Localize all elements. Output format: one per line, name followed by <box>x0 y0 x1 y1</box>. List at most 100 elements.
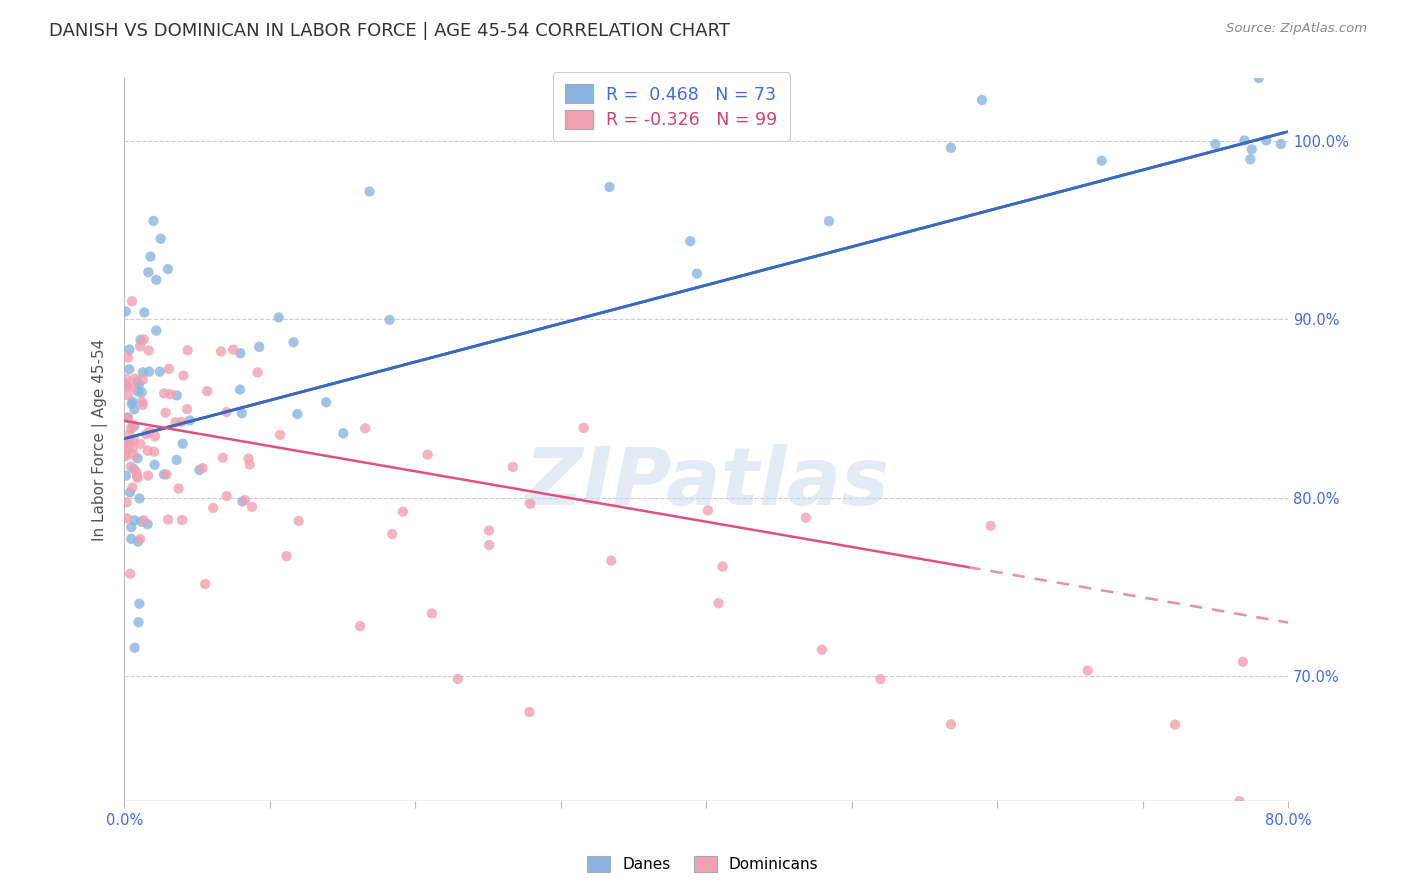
Point <box>711 559 734 574</box>
Point <box>121 480 143 494</box>
Point <box>153 386 176 401</box>
Point <box>478 538 501 552</box>
Point <box>478 524 501 538</box>
Point <box>240 500 263 514</box>
Point <box>153 467 176 482</box>
Point <box>1204 137 1226 152</box>
Point <box>118 427 141 442</box>
Point <box>145 324 167 338</box>
Point <box>167 482 190 496</box>
Point <box>1247 70 1270 85</box>
Point <box>381 527 404 541</box>
Point <box>233 493 256 508</box>
Point <box>188 463 211 477</box>
Point <box>122 448 145 462</box>
Point <box>136 517 159 532</box>
Point <box>378 313 401 327</box>
Point <box>939 717 962 731</box>
Point <box>129 339 152 353</box>
Point <box>136 468 159 483</box>
Point <box>128 597 150 611</box>
Point <box>138 365 160 379</box>
Point <box>129 437 152 451</box>
Point <box>1233 134 1256 148</box>
Point <box>231 494 253 508</box>
Point <box>179 413 201 427</box>
Point <box>122 419 145 434</box>
Point <box>149 365 172 379</box>
Text: Source: ZipAtlas.com: Source: ZipAtlas.com <box>1226 22 1367 36</box>
Point <box>114 435 136 450</box>
Point <box>131 394 153 409</box>
Point <box>269 428 291 442</box>
Point <box>132 513 155 527</box>
Point <box>155 406 177 420</box>
Point <box>114 376 136 391</box>
Point <box>127 615 149 630</box>
Point <box>939 141 962 155</box>
Point <box>138 343 160 358</box>
Point <box>811 642 834 657</box>
Point <box>239 458 262 472</box>
Point <box>970 93 993 107</box>
Point <box>283 335 305 350</box>
Point <box>117 441 139 455</box>
Point <box>519 705 541 719</box>
Point <box>114 449 136 463</box>
Point <box>598 180 620 194</box>
Point <box>134 305 156 319</box>
Point <box>238 451 260 466</box>
Point <box>170 513 193 527</box>
Point <box>124 372 146 386</box>
Point <box>132 332 155 346</box>
Point <box>285 407 308 421</box>
Point <box>173 368 195 383</box>
Point <box>139 250 162 264</box>
Point <box>120 566 142 581</box>
Point <box>117 379 139 393</box>
Point <box>125 465 148 479</box>
Point <box>122 462 145 476</box>
Point <box>132 365 155 379</box>
Point <box>136 443 159 458</box>
Point <box>121 397 143 411</box>
Point <box>117 410 139 425</box>
Point <box>145 273 167 287</box>
Point <box>600 553 623 567</box>
Point <box>707 596 730 610</box>
Point <box>165 415 187 429</box>
Point <box>1270 137 1292 152</box>
Point <box>129 515 152 529</box>
Point <box>138 425 160 439</box>
Point <box>149 232 172 246</box>
Point <box>131 398 153 412</box>
Point <box>120 532 142 546</box>
Point <box>127 471 149 485</box>
Point <box>211 450 233 465</box>
Point <box>127 375 149 389</box>
Point <box>155 467 177 482</box>
Point <box>679 234 702 248</box>
Point <box>117 351 139 365</box>
Point <box>129 333 152 347</box>
Point <box>519 497 541 511</box>
Point <box>359 185 381 199</box>
Point <box>166 453 188 467</box>
Point <box>176 343 198 358</box>
Point <box>114 447 136 461</box>
Point <box>276 549 298 563</box>
Point <box>1077 664 1099 678</box>
Point <box>121 380 143 394</box>
Point <box>124 640 146 655</box>
Point <box>215 405 238 419</box>
Text: DANISH VS DOMINICAN IN LABOR FORCE | AGE 45-54 CORRELATION CHART: DANISH VS DOMINICAN IN LABOR FORCE | AGE… <box>49 22 730 40</box>
Point <box>115 372 138 386</box>
Point <box>120 520 142 534</box>
Point <box>132 373 155 387</box>
Point <box>202 501 225 516</box>
Point <box>172 436 194 450</box>
Point <box>121 417 143 432</box>
Point <box>502 459 524 474</box>
Point <box>572 421 595 435</box>
Point <box>229 383 252 397</box>
